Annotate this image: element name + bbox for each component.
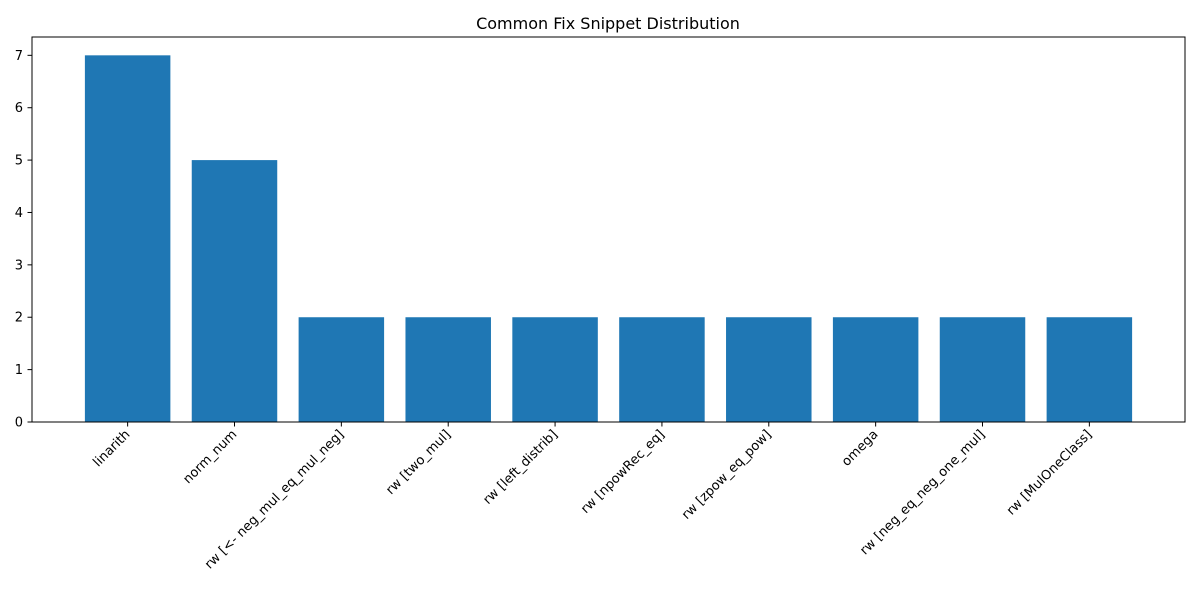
x-tick-label-4: rw [left_distrib] xyxy=(480,427,560,507)
bars-group xyxy=(84,55,1133,422)
chart-title: Common Fix Snippet Distribution xyxy=(476,14,740,33)
bar-6 xyxy=(726,317,812,422)
x-tick-label-7: omega xyxy=(839,427,881,469)
bar-2 xyxy=(298,317,385,422)
bar-4 xyxy=(512,317,598,422)
y-tick-label-1: 1 xyxy=(15,363,23,378)
bar-9 xyxy=(1046,317,1133,422)
x-tick-label-6: rw [zpow_eq_pow] xyxy=(679,427,774,522)
x-tick-label-5: rw [npowRec_eq] xyxy=(578,427,668,517)
x-tick-label-0: linarith xyxy=(91,427,134,470)
y-tick-label-3: 3 xyxy=(15,258,23,273)
y-tick-label-2: 2 xyxy=(15,311,23,326)
x-tick-label-9: rw [MulOneClass] xyxy=(1004,427,1095,518)
bar-7 xyxy=(832,317,919,422)
bar-1 xyxy=(191,160,278,422)
bar-0 xyxy=(84,55,171,422)
y-tick-label-6: 6 xyxy=(15,101,23,116)
x-tick-label-1: norm_num xyxy=(180,427,240,487)
y-tick-label-4: 4 xyxy=(15,206,23,221)
bar-8 xyxy=(939,317,1026,422)
y-axis: 0 1 2 3 4 5 6 7 xyxy=(15,49,32,431)
bar-3 xyxy=(405,317,491,422)
y-tick-label-5: 5 xyxy=(15,154,23,169)
bar-5 xyxy=(619,317,705,422)
x-tick-label-8: rw [neg_eq_neg_one_mul] xyxy=(857,427,988,558)
y-tick-label-7: 7 xyxy=(15,49,23,64)
y-tick-label-0: 0 xyxy=(15,416,23,431)
x-tick-label-3: rw [two_mul] xyxy=(383,427,454,498)
plot-frame xyxy=(31,36,1186,423)
